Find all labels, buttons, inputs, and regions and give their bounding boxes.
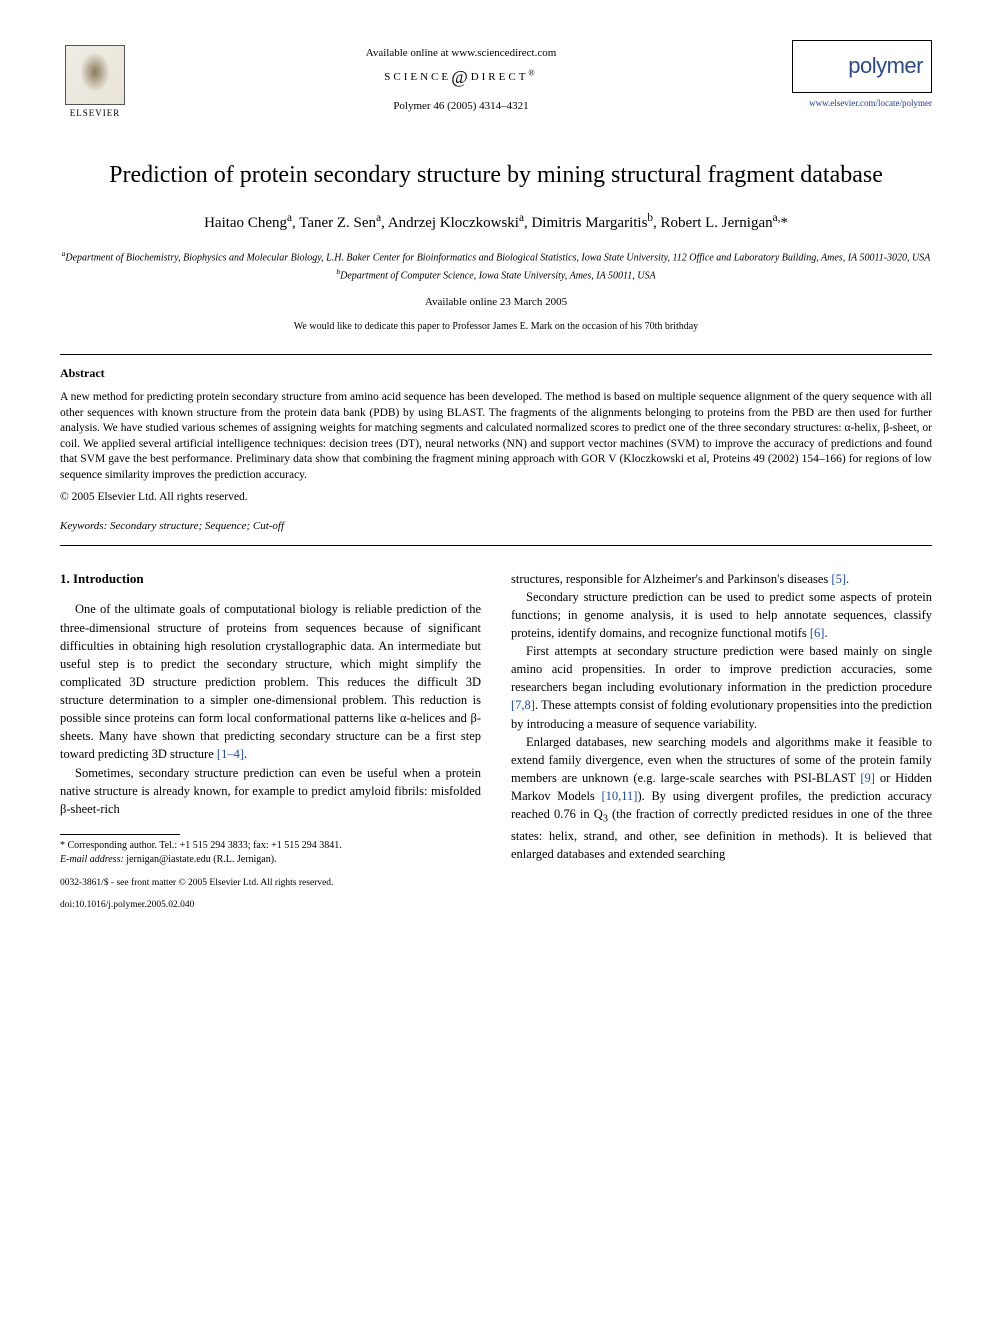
dedication: We would like to dedicate this paper to … bbox=[60, 320, 932, 334]
footnote-separator bbox=[60, 834, 180, 835]
affiliations: aDepartment of Biochemistry, Biophysics … bbox=[60, 248, 932, 283]
keywords: Keywords: Secondary structure; Sequence;… bbox=[60, 519, 932, 534]
email-address[interactable]: jernigan@iastate.edu (R.L. Jernigan). bbox=[126, 854, 276, 865]
available-online-text: Available online at www.sciencedirect.co… bbox=[130, 46, 792, 61]
at-icon: @ bbox=[451, 67, 471, 87]
left-column: 1. Introduction One of the ultimate goal… bbox=[60, 570, 481, 912]
divider bbox=[60, 354, 932, 355]
center-header: Available online at www.sciencedirect.co… bbox=[130, 40, 792, 114]
elsevier-label: ELSEVIER bbox=[70, 107, 121, 120]
right-column: structures, responsible for Alzheimer's … bbox=[511, 570, 932, 912]
article-title: Prediction of protein secondary structur… bbox=[60, 160, 932, 191]
elsevier-tree-icon bbox=[65, 45, 125, 105]
elsevier-logo: ELSEVIER bbox=[60, 40, 130, 120]
divider bbox=[60, 545, 932, 546]
corresponding-footnote: * Corresponding author. Tel.: +1 515 294… bbox=[60, 839, 481, 853]
keywords-text: Secondary structure; Sequence; Cut-off bbox=[110, 520, 284, 532]
footer-issn: 0032-3861/$ - see front matter © 2005 El… bbox=[60, 877, 481, 889]
sciencedirect-logo: SCIENCE@DIRECT® bbox=[130, 65, 792, 90]
body-paragraph: Secondary structure prediction can be us… bbox=[511, 588, 932, 642]
affiliation-b: bDepartment of Computer Science, Iowa St… bbox=[60, 266, 932, 283]
polymer-logo: polymer bbox=[792, 40, 932, 93]
date-available: Available online 23 March 2005 bbox=[60, 295, 932, 310]
abstract-heading: Abstract bbox=[60, 365, 932, 382]
keywords-label: Keywords: bbox=[60, 520, 107, 532]
authors-list: Haitao Chenga, Taner Z. Sena, Andrzej Kl… bbox=[60, 211, 932, 234]
footer-doi: doi:10.1016/j.polymer.2005.02.040 bbox=[60, 899, 481, 911]
section-heading-intro: 1. Introduction bbox=[60, 570, 481, 589]
body-paragraph: Sometimes, secondary structure predictio… bbox=[60, 764, 481, 818]
journal-reference: Polymer 46 (2005) 4314–4321 bbox=[130, 99, 792, 114]
journal-brand-box: polymer www.elsevier.com/locate/polymer bbox=[792, 40, 932, 109]
abstract-text: A new method for predicting protein seco… bbox=[60, 390, 932, 483]
body-paragraph: One of the ultimate goals of computation… bbox=[60, 600, 481, 763]
body-paragraph: Enlarged databases, new searching models… bbox=[511, 733, 932, 863]
page-header: ELSEVIER Available online at www.science… bbox=[60, 40, 932, 120]
body-paragraph: First attempts at secondary structure pr… bbox=[511, 642, 932, 733]
body-paragraph: structures, responsible for Alzheimer's … bbox=[511, 570, 932, 588]
body-columns: 1. Introduction One of the ultimate goal… bbox=[60, 570, 932, 912]
polymer-url[interactable]: www.elsevier.com/locate/polymer bbox=[792, 97, 932, 110]
email-footnote: E-mail address: jernigan@iastate.edu (R.… bbox=[60, 853, 481, 867]
abstract-copyright: © 2005 Elsevier Ltd. All rights reserved… bbox=[60, 489, 932, 505]
email-label: E-mail address: bbox=[60, 854, 124, 865]
affiliation-a: aDepartment of Biochemistry, Biophysics … bbox=[60, 248, 932, 265]
